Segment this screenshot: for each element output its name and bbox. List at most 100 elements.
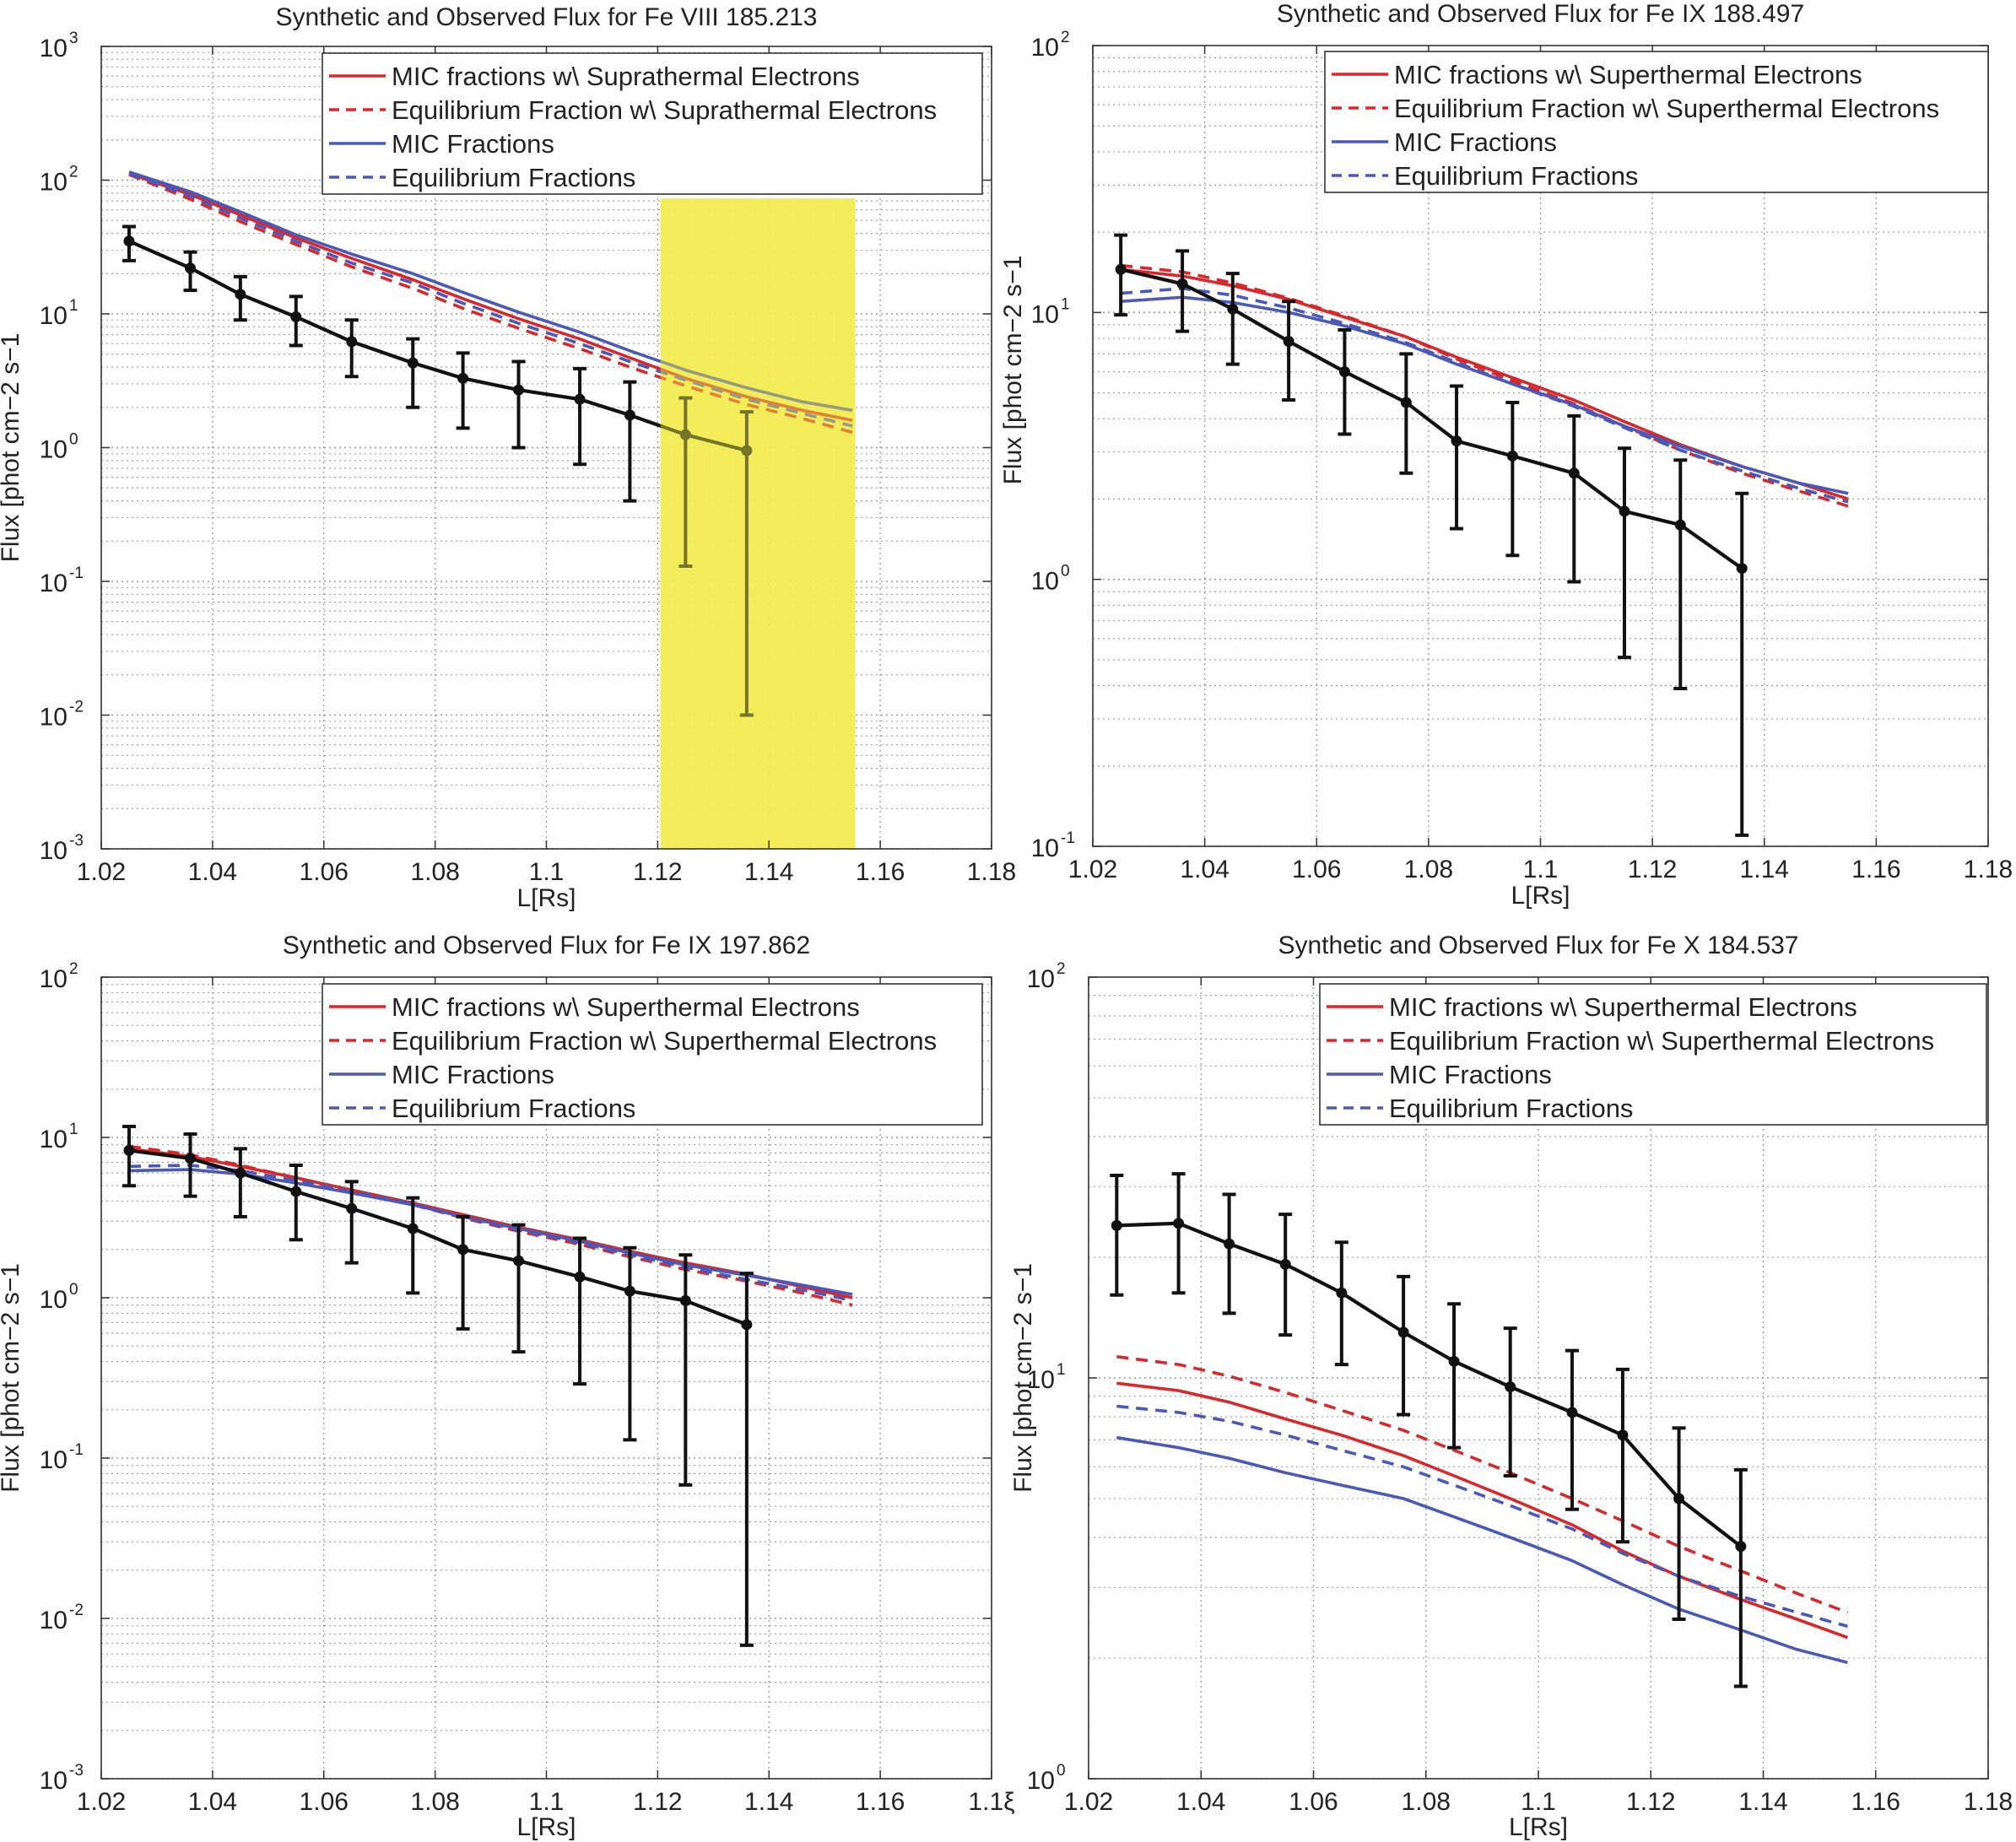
observed-point	[1566, 1407, 1578, 1418]
x-tick-label: 1.16	[856, 858, 905, 886]
observed-point	[407, 1223, 419, 1234]
y-tick-exponent: -1	[1061, 829, 1075, 847]
series-line-2	[1121, 263, 1849, 508]
x-tick-label: 1.04	[1176, 1788, 1225, 1816]
series-line-4	[1116, 1404, 1848, 1629]
y-tick-exponent: 0	[69, 431, 78, 449]
legend-box	[322, 52, 983, 195]
x-tick-label: 1.16	[856, 1788, 905, 1816]
x-tick-label: 1.1	[529, 1788, 565, 1816]
chart-title: Synthetic and Observed Flux for Fe IX 19…	[283, 932, 810, 959]
y-tick-exponent: 1	[69, 1121, 78, 1138]
y-tick-exponent: 2	[69, 164, 78, 181]
x-tick-label: 1.08	[1402, 1788, 1451, 1816]
y-tick-label: 10	[40, 1767, 68, 1795]
series-line-1	[128, 171, 853, 422]
x-tick-label: 1.16	[1851, 856, 1900, 883]
observed-point	[1568, 467, 1580, 479]
observed-point	[1619, 505, 1630, 517]
x-tick-label: 1.12	[1628, 856, 1677, 883]
observed-point	[1279, 1258, 1291, 1270]
legend-box	[1319, 983, 1987, 1126]
series-line-3	[1116, 1435, 1848, 1664]
observed-point	[1506, 450, 1518, 462]
legend-label-3: MIC Fractions	[392, 1060, 554, 1089]
x-tick-label: 1.08	[1404, 856, 1453, 883]
y-tick-exponent: 1	[69, 297, 78, 315]
legend-label-1: MIC fractions w\ Suprathermal Electrons	[392, 62, 860, 91]
series-line-3	[128, 170, 853, 413]
observed-point	[574, 393, 586, 405]
observed-series	[1114, 233, 1749, 837]
observed-point	[457, 1244, 469, 1256]
observed-point	[1227, 303, 1239, 315]
y-tick-exponent: 0	[69, 1281, 78, 1299]
series-line-4	[128, 172, 853, 428]
legend-label-3: MIC Fractions	[1389, 1060, 1552, 1089]
legend-label-4: Equilibrium Fractions	[1389, 1094, 1633, 1123]
y-tick-exponent: 2	[1061, 29, 1070, 46]
legend: MIC fractions w\ Superthermal Electrons E…	[322, 983, 983, 1126]
x-tick-label: 1.06	[300, 858, 349, 886]
y-tick-exponent: -3	[69, 1762, 84, 1780]
observed-point	[679, 1294, 691, 1306]
observed-point	[1283, 335, 1294, 347]
y-tick-label: 10	[1031, 34, 1059, 62]
y-tick-label: 10	[40, 1126, 68, 1153]
y-tick-label: 10	[40, 965, 68, 993]
x-tick-label: 1.02	[77, 858, 126, 886]
observed-point	[1176, 278, 1188, 289]
y-tick-label: 10	[40, 302, 68, 330]
x-tick-label: 1.02	[1064, 1788, 1113, 1816]
observed-point	[624, 409, 635, 421]
legend-box	[322, 983, 983, 1126]
x-tick-label: 1.1	[529, 858, 565, 886]
observed-point	[1338, 366, 1350, 378]
observed-point	[1673, 1493, 1685, 1504]
legend-label-2: Equilibrium Fraction w\ Superthermal Ele…	[1389, 1026, 1934, 1056]
observed-point	[1736, 563, 1748, 575]
legend-label-2: Equilibrium Fraction w\ Suprathermal Ele…	[392, 95, 937, 125]
observed-point	[457, 372, 469, 384]
x-tick-label: 1.12	[633, 858, 682, 886]
legend-label-2: Equilibrium Fraction w\ Superthermal Ele…	[1394, 94, 1939, 123]
x-tick-label: 1.06	[1289, 1788, 1338, 1816]
series-line-1	[1116, 1381, 1849, 1639]
observed-series	[122, 224, 754, 717]
observed-line	[1116, 1221, 1743, 1548]
series-line-2	[128, 1144, 853, 1307]
x-tick-label: 1.1	[1523, 856, 1559, 883]
series-line-4	[1121, 287, 1849, 504]
y-tick-label: 10	[1027, 1767, 1055, 1795]
legend-label-1: MIC fractions w\ Superthermal Electrons	[392, 992, 860, 1022]
observed-point	[290, 311, 302, 323]
chart-title: Synthetic and Observed Flux for Fe VIII …	[275, 3, 817, 31]
observed-point	[346, 336, 358, 348]
observed-point	[574, 1271, 586, 1283]
observed-series	[122, 1125, 754, 1647]
x-tick-label: 1.06	[1292, 856, 1341, 883]
observed-point	[290, 1186, 302, 1197]
x-tick-label: 1.04	[1180, 856, 1229, 883]
grid	[1088, 977, 1989, 1780]
observed-point	[1336, 1287, 1348, 1299]
x-tick-label: 1.16	[1851, 1788, 1900, 1816]
y-tick-label: 10	[40, 1607, 68, 1634]
x-tick-label: 1.1ξ	[968, 1788, 1014, 1816]
legend-label-4: Equilibrium Fractions	[392, 163, 635, 192]
legend: MIC fractions w\ Superthermal Electrons E…	[1319, 983, 1987, 1126]
x-tick-label: 1.14	[1738, 1788, 1787, 1816]
observed-point	[123, 235, 135, 247]
x-tick-label: 1.1	[1521, 1788, 1556, 1816]
x-tick-label: 1.06	[300, 1788, 349, 1816]
observed-point	[1400, 397, 1412, 408]
y-tick-label: 10	[40, 169, 68, 197]
observed-point	[1115, 263, 1127, 275]
y-tick-exponent: 2	[1057, 960, 1066, 978]
observed-point	[1735, 1541, 1747, 1553]
x-tick-label: 1.02	[77, 1788, 126, 1816]
x-axis-label: L[Rs]	[516, 1813, 576, 1841]
